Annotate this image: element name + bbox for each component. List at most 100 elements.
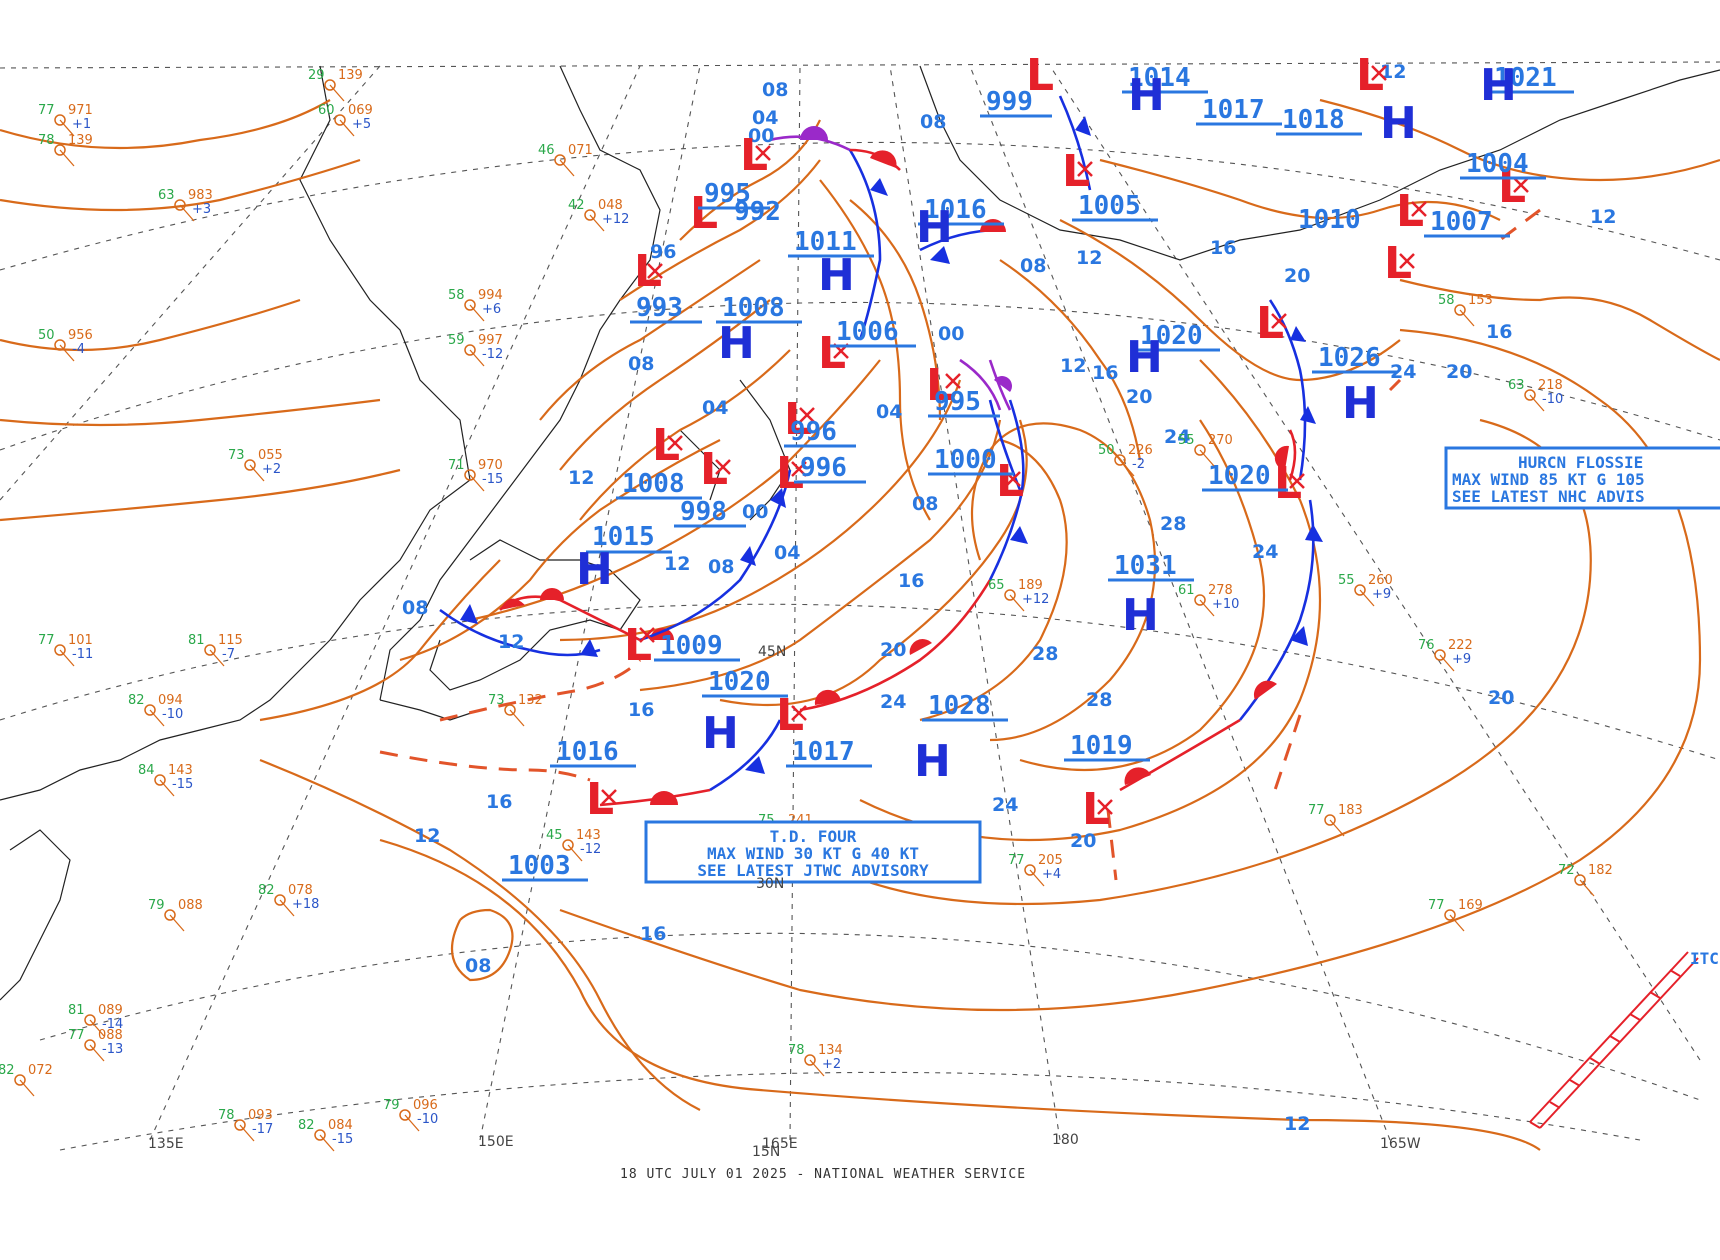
isobar-label: 16 [1486,321,1512,343]
station-plot: 59 997-12 [448,333,503,367]
isobar-label: 08 [762,79,788,101]
station-pressure: 971 [68,103,93,118]
svg-text:1008: 1008 [722,293,785,323]
wind-barb [319,1134,335,1152]
station-pressure: 134 [818,1043,843,1058]
svg-text:995: 995 [704,179,751,209]
station-temp: 82 [0,1063,15,1078]
low-center: L 1019 [1064,731,1150,835]
svg-text:H: H [914,736,951,787]
station-plot: 82 072 [0,1063,53,1097]
station-plot: 79 088 [148,898,203,932]
station-temp: 50 [1098,443,1115,458]
station-circle [464,344,476,356]
station-temp: 77 [38,103,55,118]
station-tendency: +2 [262,462,281,477]
coastline [0,65,1720,1001]
warm-front-pip [650,791,678,805]
wind-barb [1459,309,1475,327]
low-center: L 999 [980,50,1054,118]
isobar-label: 20 [1488,687,1514,709]
svg-text:H: H [1128,70,1165,121]
station-circle [504,704,516,716]
station-plot: 79 096-10 [383,1098,438,1132]
isobar-label: 08 [920,111,946,133]
svg-text:L: L [1396,186,1424,237]
wind-barb [329,84,345,102]
isobar-label: 00 [742,501,768,523]
station-circle [14,1074,26,1086]
station-plot: 73 055+2 [228,448,283,482]
station-pressure: 143 [576,828,601,843]
svg-text:L: L [776,690,804,741]
isobar-label: 20 [1126,386,1152,408]
wind-barb [249,464,265,482]
station-circle [154,774,166,786]
station-circle [464,299,476,311]
station-plot: 77 088-13 [68,1028,123,1062]
svg-text:H: H [916,202,953,253]
grid-labels: 135E 150E 165E 180 165W 45N 30N 15N [148,644,1421,1160]
station-pressure: 153 [1468,293,1493,308]
isobar-label: 08 [1020,255,1046,277]
station-plot: 73 132 [488,693,543,727]
wind-barb [1199,449,1215,467]
wind-barb [1119,459,1135,477]
wind-barb [1029,869,1045,887]
station-plot: 81 089-14 [68,1003,123,1037]
svg-text:L: L [690,188,718,239]
station-tendency: -15 [482,472,503,487]
svg-text:1020: 1020 [708,667,771,697]
isobar-label: 16 [486,791,512,813]
station-pressure: 093 [248,1108,273,1123]
svg-text:L: L [784,394,812,445]
svg-text:1026: 1026 [1318,343,1381,373]
station-pressure: 994 [478,288,503,303]
station-circle [1524,389,1536,401]
high-center: 1020 H [702,667,788,759]
station-temp: 77 [1428,898,1445,913]
wind-barb [179,204,195,222]
station-plot: 84 143-15 [138,763,193,797]
station-temp: 79 [383,1098,400,1113]
svg-text:1017: 1017 [1202,95,1265,125]
station-temp: 79 [148,898,165,913]
svg-text:L: L [1082,784,1110,835]
lon-label-165e: 165E [762,1136,798,1152]
station-plot: 76 222+9 [1418,638,1473,672]
isobar-label: 24 [1252,541,1278,563]
high-center: 1031 H [1108,551,1194,641]
station-temp: 42 [568,198,585,213]
station-tendency: +10 [1212,597,1239,612]
high-center: 1011 H [788,227,874,301]
wind-barb [1199,599,1215,617]
station-circle [84,1014,96,1026]
low-center: L 1017 [1196,50,1387,126]
warm-front-pip [1274,445,1289,470]
svg-text:1028: 1028 [928,691,991,721]
troughs [379,208,1541,881]
svg-text:1015: 1015 [592,522,655,552]
station-temp: 45 [546,828,563,843]
wind-barb [1359,589,1375,607]
high-center: 1026 H [1312,343,1398,429]
wind-barb [589,214,605,232]
station-tendency: -13 [102,1042,123,1057]
low-center: L 1010 [1298,205,1415,289]
svg-text:L: L [652,420,680,471]
svg-text:L: L [586,774,614,825]
svg-text:998: 998 [680,497,727,527]
station-temp: 77 [68,1028,85,1043]
wind-barb [89,1044,105,1062]
station-temp: 50 [38,328,55,343]
wind-barb [1439,654,1455,672]
station-tendency: +5 [352,117,371,132]
station-tendency: -12 [482,347,503,362]
advisory-wind: MAX WIND 85 KT G 105 [1452,470,1645,489]
station-plot: 60 069+5 [318,103,373,137]
station-circle [1434,649,1446,661]
warm-front-pip [650,628,674,640]
high-center: 1021 H [1480,60,1574,111]
station-pressure: 218 [1538,378,1563,393]
station-temp: 78 [788,1043,805,1058]
